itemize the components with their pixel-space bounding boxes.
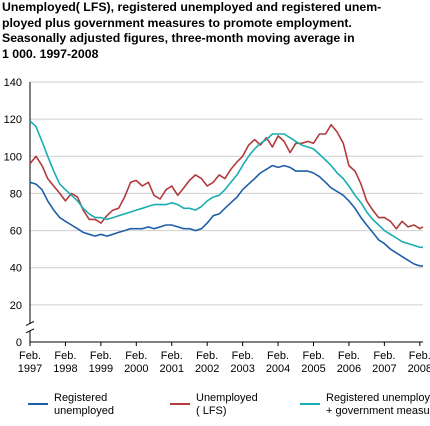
x-tick-label-month: Feb. [267, 350, 289, 362]
y-tick-label-80: 80 [10, 188, 22, 200]
x-tick-label-month: Feb. [19, 350, 41, 362]
x-tick-label-year: 1999 [89, 363, 113, 375]
x-tick-label-month: Feb. [232, 350, 254, 362]
x-tick-label-month: Feb. [338, 350, 360, 362]
title-line-3: Seasonally adjusted figures, three-month… [2, 31, 355, 45]
x-tick-label-month: Feb. [409, 350, 430, 362]
x-tick-label-year: 2002 [195, 363, 219, 375]
x-tick-labels: Feb.1997Feb.1998Feb.1999Feb.2000Feb.2001… [18, 350, 430, 375]
legend-label-1: Registered [54, 392, 107, 404]
gridlines [30, 81, 423, 306]
y-tick-label-40: 40 [10, 263, 22, 275]
title-line-4: 1 000. 1997-2008 [2, 46, 99, 61]
x-tick-label-year: 2008 [408, 363, 430, 375]
y-tick-label-60: 60 [10, 226, 22, 238]
x-tick-label-month: Feb. [90, 350, 112, 362]
x-tick-label-month: Feb. [54, 350, 76, 362]
series-line-1 [29, 164, 423, 267]
x-tick-label-year: 2000 [124, 363, 148, 375]
chart-title: Unemployed( LFS), registered unemployed … [2, 0, 428, 62]
y-tick-label-0: 0 [16, 337, 22, 349]
x-tick-label-year: 2004 [266, 363, 290, 375]
y-tick-label-120: 120 [4, 114, 22, 126]
legend-label-2: ( LFS) [196, 405, 227, 417]
x-tick-label-year: 2005 [301, 363, 325, 375]
series-line-2 [29, 123, 424, 230]
x-tick-label-month: Feb. [161, 350, 183, 362]
x-tick-label-year: 2003 [230, 363, 254, 375]
x-tick-label-year: 2007 [372, 363, 396, 375]
x-tick-label-year: 2006 [337, 363, 361, 375]
series-lines [29, 120, 424, 267]
x-tick-label-month: Feb. [196, 350, 218, 362]
title-line-1: Unemployed( LFS), registered unemployed … [2, 0, 382, 14]
x-tick-label-year: 2001 [160, 363, 184, 375]
legend-label-3: + government measures [326, 405, 430, 417]
x-tick-label-month: Feb. [373, 350, 395, 362]
x-tick-label-month: Feb. [302, 350, 324, 362]
series-line-3 [29, 120, 423, 249]
legend-label-3: Registered unemployed [326, 392, 430, 404]
x-tick-label-year: 1997 [18, 363, 42, 375]
axis-break-mark [25, 328, 35, 334]
legend-label-2: Unemployed [196, 392, 258, 404]
y-tick-labels: 0 20 40 60 80 100 120 140 [4, 77, 22, 349]
title-line-2: ployed plus government measures to promo… [2, 15, 352, 30]
legend-label-1: unemployed [54, 405, 114, 417]
y-tick-label-20: 20 [10, 300, 22, 312]
axes [25, 82, 423, 346]
y-tick-label-100: 100 [4, 151, 22, 163]
y-tick-label-140: 140 [4, 77, 22, 89]
axis-break-mark [25, 320, 35, 326]
x-tick-label-month: Feb. [125, 350, 147, 362]
x-tick-label-year: 1998 [53, 363, 77, 375]
